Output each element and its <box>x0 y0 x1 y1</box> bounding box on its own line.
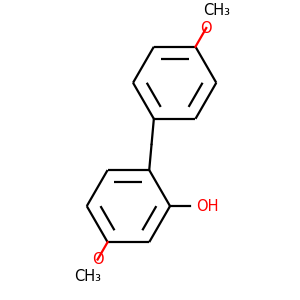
Text: O: O <box>200 20 212 35</box>
Text: O: O <box>92 252 103 267</box>
Text: OH: OH <box>196 199 219 214</box>
Text: CH₃: CH₃ <box>74 269 101 284</box>
Text: CH₃: CH₃ <box>203 3 230 18</box>
